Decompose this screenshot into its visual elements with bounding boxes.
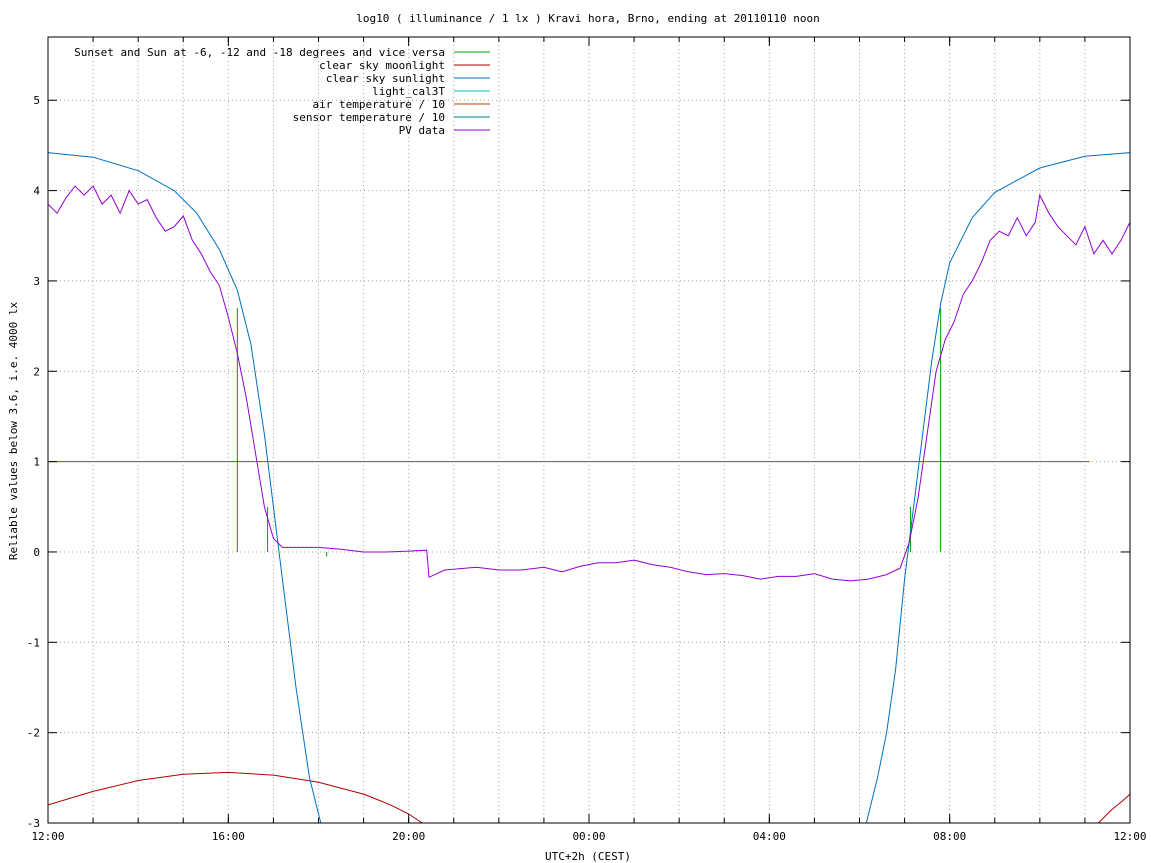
- series-1-line: [48, 771, 423, 823]
- y-tick-label: 4: [33, 185, 40, 198]
- y-tick-label: -2: [27, 727, 40, 740]
- legend-label: clear sky moonlight: [319, 59, 445, 72]
- x-tick-label: 16:00: [212, 830, 245, 843]
- legend-label: PV data: [399, 124, 445, 137]
- y-tick-label: 2: [33, 365, 40, 378]
- y-tick-label: -3: [27, 817, 40, 830]
- grid: [48, 37, 1130, 823]
- legend-label: air temperature / 10: [313, 98, 445, 111]
- x-tick-label: 20:00: [392, 830, 425, 843]
- y-tick-label: 3: [33, 275, 40, 288]
- chart-title: log10 ( illuminance / 1 lx ) Kravi hora,…: [356, 12, 820, 25]
- series-6-line: [48, 185, 1130, 582]
- y-tick-label: 5: [33, 94, 40, 107]
- axis-ticks: 12:00 16:00 20:00 00:00 04:00 08:00 12:00-3-2-…: [27, 37, 1147, 843]
- legend: Sunset and Sun at -6, -12 and -18 degree…: [74, 46, 490, 137]
- legend-label: light_cal3T: [372, 85, 445, 98]
- series-2-line: [48, 152, 322, 823]
- legend-label: sensor temperature / 10: [293, 111, 445, 124]
- x-tick-label: 04:00: [753, 830, 786, 843]
- x-axis-label: UTC+2h (CEST): [545, 850, 631, 863]
- y-axis-label: Reliable values below 3.6, i.e. 4000 lx: [7, 301, 20, 560]
- series-1-line: [1098, 793, 1130, 823]
- y-tick-label: 1: [33, 456, 40, 469]
- x-tick-label: 12:00: [31, 830, 64, 843]
- legend-label: clear sky sunlight: [326, 72, 445, 85]
- x-tick-label: 00:00: [572, 830, 605, 843]
- series-layer: [48, 152, 1130, 823]
- legend-label: Sunset and Sun at -6, -12 and -18 degree…: [74, 46, 445, 59]
- series-2-line: [865, 152, 1130, 823]
- x-tick-label: 08:00: [933, 830, 966, 843]
- y-tick-label: -1: [27, 636, 40, 649]
- y-tick-label: 0: [33, 546, 40, 559]
- x-tick-label: 12:00: [1113, 830, 1146, 843]
